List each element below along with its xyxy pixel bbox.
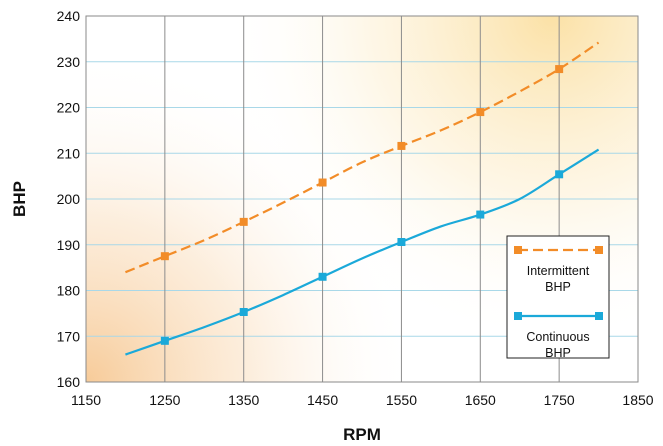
series-layer	[125, 41, 600, 356]
x-tick-label: 1550	[386, 392, 417, 408]
legend: Intermittent BHP Continuous BHP	[506, 235, 610, 360]
y-tick-label: 190	[57, 237, 81, 253]
data-point-continuous-bhp	[239, 308, 248, 317]
y-axis-title: BHP	[10, 181, 29, 217]
data-point-intermittent-bhp	[555, 65, 564, 74]
series-line-continuous-bhp	[125, 148, 600, 356]
data-point-intermittent-bhp	[160, 252, 169, 261]
data-point-intermittent-bhp	[397, 141, 406, 150]
legend-box	[506, 235, 610, 359]
data-point-continuous-bhp	[397, 238, 406, 247]
legend-entry-continuous-bhp: Continuous BHP	[514, 312, 603, 360]
x-tick-label: 1350	[228, 392, 259, 408]
data-point-continuous-bhp	[476, 210, 485, 219]
legend-swatch-marker	[595, 312, 603, 320]
data-point-continuous-bhp	[160, 336, 169, 345]
x-axis-title: RPM	[343, 425, 381, 444]
y-tick-label: 230	[57, 54, 81, 70]
data-point-continuous-bhp	[555, 170, 564, 179]
series-continuous-bhp	[125, 148, 600, 356]
x-tick-label: 1250	[149, 392, 180, 408]
y-tick-label: 240	[57, 8, 81, 24]
legend-label: Intermittent	[527, 264, 590, 278]
legend-items: Intermittent BHP Continuous BHP	[514, 246, 603, 360]
y-axis-tick-labels: 160 170 180 190 200 210 220 230 240	[57, 8, 81, 390]
y-tick-label: 200	[57, 191, 81, 207]
x-tick-label: 1150	[71, 392, 101, 408]
y-tick-label: 220	[57, 100, 81, 116]
y-tick-label: 180	[57, 283, 81, 299]
legend-label: BHP	[545, 346, 571, 360]
plot-area-border	[85, 15, 639, 383]
legend-swatch-marker	[595, 246, 603, 254]
legend-swatch-marker	[514, 312, 522, 320]
data-point-continuous-bhp	[318, 272, 327, 281]
y-tick-label: 170	[57, 328, 81, 344]
series-line-intermittent-bhp	[125, 41, 600, 274]
y-tick-label: 160	[57, 374, 81, 390]
y-tick-label: 210	[57, 145, 81, 161]
x-tick-label: 1650	[465, 392, 496, 408]
x-axis-tick-labels: 1150 1250 1350 1450 1550 1650 1750 1850	[71, 392, 654, 408]
series-intermittent-bhp	[125, 41, 600, 274]
x-tick-label: 1450	[307, 392, 338, 408]
data-point-intermittent-bhp	[476, 108, 485, 117]
data-point-intermittent-bhp	[239, 217, 248, 226]
x-tick-label: 1750	[544, 392, 575, 408]
legend-label: Continuous	[526, 330, 589, 344]
legend-swatch-marker	[514, 246, 522, 254]
x-tick-label: 1850	[622, 392, 653, 408]
legend-entry-intermittent-bhp: Intermittent BHP	[514, 246, 603, 294]
data-point-intermittent-bhp	[318, 178, 327, 187]
legend-label: BHP	[545, 280, 571, 294]
